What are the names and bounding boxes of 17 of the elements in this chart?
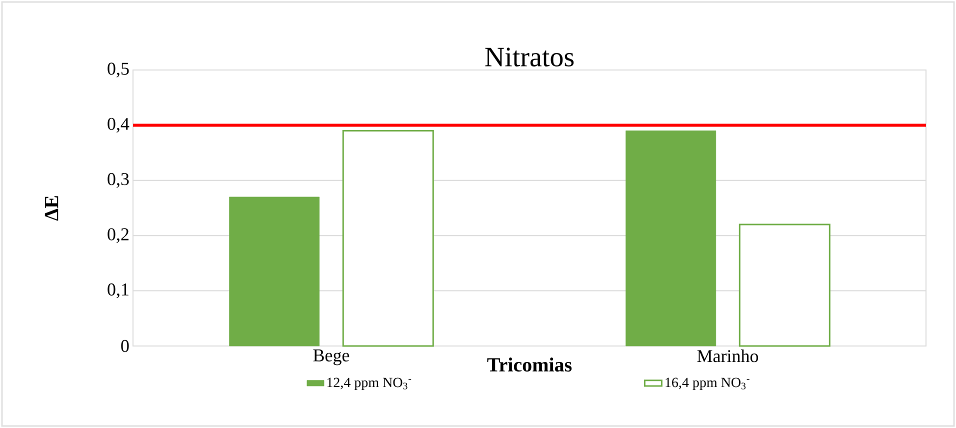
y-tick-label: 0,2 — [108, 228, 128, 243]
bar — [738, 224, 830, 347]
x-tick-label: Marinho — [697, 350, 758, 362]
bar — [342, 130, 434, 347]
y-tick-label: 0,1 — [108, 283, 128, 298]
x-tick-label: Bege — [313, 350, 350, 366]
y-tick-label: 0,3 — [108, 173, 129, 188]
y-tick-label: 0,4 — [108, 118, 130, 133]
y-tick-label: 0,5 — [108, 62, 129, 78]
y-axis-title: ΔE — [44, 196, 58, 221]
legend-label: 12,4 ppm NO$_{3}$- — [327, 378, 412, 390]
bar — [626, 130, 716, 346]
legend-label: 16,4 ppm NO$_{3}$- — [666, 378, 750, 390]
y-tick-label: 0 — [121, 340, 129, 352]
chart-title: Nitratos — [485, 48, 574, 67]
bar — [229, 196, 320, 346]
x-axis-title: Tricomias — [487, 358, 572, 372]
